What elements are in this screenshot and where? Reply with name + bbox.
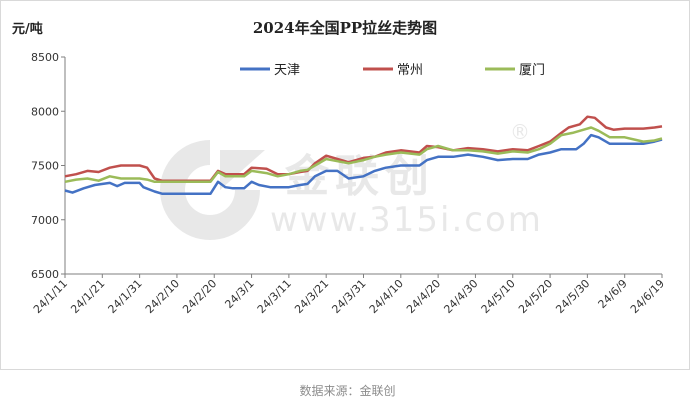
series-line-0 [64, 133, 663, 195]
x-tick-label: 24/6/9 [596, 277, 630, 311]
chart: 2024年全国PP拉丝走势图 元/吨 65007000750080008500 … [12, 19, 667, 316]
y-unit-label: 元/吨 [12, 21, 43, 37]
legend-label-0: 天津 [274, 63, 300, 78]
chart-title: 2024年全国PP拉丝走势图 [253, 19, 437, 37]
y-axis-ticks: 6500 7000 7500 8000 8500 [31, 51, 65, 281]
series-lines [64, 115, 663, 195]
legend-label-2: 厦门 [519, 63, 545, 78]
x-tick-label: 24/4/10 [367, 277, 406, 316]
legend-label-1: 常州 [397, 63, 423, 78]
x-tick-label: 24/3/1 [222, 277, 256, 311]
source-note: 数据来源：金联创 [299, 384, 396, 398]
x-tick-label: 24/4/20 [404, 277, 443, 316]
x-tick-label: 24/5/10 [479, 277, 518, 316]
y-tick-label: 7000 [31, 214, 59, 227]
x-tick-label: 24/3/31 [329, 277, 368, 316]
watermark-url-text: www.315i.com [270, 200, 543, 240]
watermark-registered-mark: ® [510, 120, 530, 144]
y-tick-label: 8000 [31, 105, 59, 118]
x-tick-label: 24/1/11 [31, 277, 70, 316]
legend: 天津 常州 厦门 [240, 63, 545, 78]
x-tick-label: 24/3/11 [255, 277, 294, 316]
x-tick-label: 24/1/21 [68, 277, 107, 316]
y-tick-label: 6500 [31, 268, 59, 281]
y-tick-label: 7500 [31, 160, 59, 173]
y-tick-label: 8500 [31, 51, 59, 64]
watermark-logo-icon [160, 140, 265, 240]
axes [64, 57, 662, 275]
x-tick-label: 24/1/31 [106, 277, 145, 316]
series-line-2 [64, 126, 663, 184]
x-tick-label: 24/5/20 [516, 277, 555, 316]
x-tick-label: 24/2/20 [180, 277, 219, 316]
x-tick-label: 24/3/21 [292, 277, 331, 316]
x-tick-label: 24/6/19 [628, 277, 667, 316]
watermark: 金联创 www.315i.com ® [150, 120, 541, 250]
x-tick-label: 24/4/30 [441, 277, 480, 316]
x-tick-label: 24/5/30 [553, 277, 592, 316]
x-tick-label: 24/2/10 [143, 277, 182, 316]
